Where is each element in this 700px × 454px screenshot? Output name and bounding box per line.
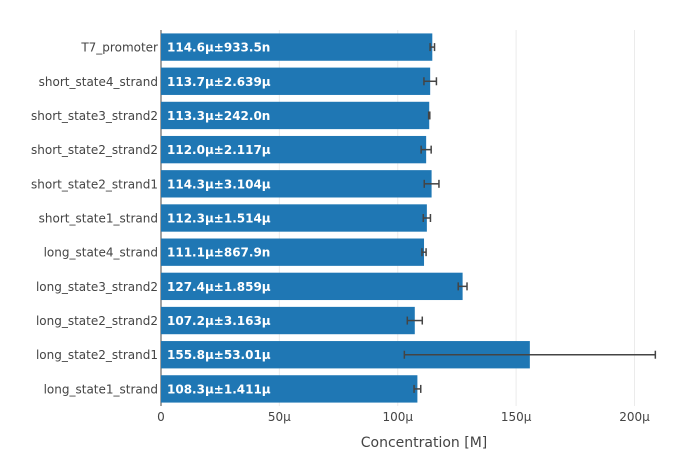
- bar: [161, 272, 463, 301]
- y-tick-label: long_state2_strand2: [36, 314, 158, 328]
- y-tick-label: long_state2_strand1: [36, 348, 158, 362]
- data-label: 113.3µ±242.0n: [167, 109, 270, 123]
- bar: [161, 170, 432, 198]
- y-tick-label: T7_promoter: [80, 41, 158, 55]
- data-label: 107.2µ±3.163µ: [167, 314, 271, 328]
- y-tick-label: short_state3_strand2: [31, 109, 158, 123]
- bar-layer: [161, 33, 530, 403]
- bar: [161, 67, 431, 95]
- data-label: 112.3µ±1.514µ: [167, 212, 271, 226]
- data-label-layer: 114.6µ±933.5n 113.7µ±2.639µ 113.3µ±242.0n 1…: [167, 41, 271, 397]
- bar: [161, 375, 418, 403]
- x-tick-label: 50µ: [268, 410, 291, 424]
- bar: [161, 101, 430, 130]
- x-tick-label: 0: [157, 410, 165, 424]
- bar: [161, 238, 425, 266]
- bar: [161, 135, 427, 164]
- y-tick-label: short_state2_strand1: [31, 177, 158, 191]
- x-tick-label: 200µ: [619, 410, 650, 424]
- x-tick-label: 100µ: [382, 410, 413, 424]
- data-label: 127.4µ±1.859µ: [167, 280, 271, 294]
- y-tick-label: long_state4_strand: [44, 246, 158, 260]
- y-tick-label: long_state3_strand2: [36, 280, 158, 294]
- y-axis: T7_promoter short_state4_strand short_stat…: [31, 41, 158, 397]
- x-tick-label: 150µ: [501, 410, 532, 424]
- data-label: 111.1µ±867.9n: [167, 246, 270, 260]
- x-axis-title: Concentration [M]: [361, 435, 488, 450]
- data-label: 155.8µ±53.01µ: [167, 348, 271, 362]
- x-axis: 0 50µ 100µ 150µ 200µ: [157, 410, 650, 424]
- error-bar-layer: [403, 43, 657, 393]
- bar: [161, 306, 415, 335]
- y-tick-label: short_state2_strand2: [31, 143, 158, 157]
- data-label: 114.3µ±3.104µ: [167, 177, 271, 191]
- bar: [161, 33, 433, 61]
- bar: [161, 204, 427, 232]
- data-label: 108.3µ±1.411µ: [167, 382, 271, 396]
- data-label: 112.0µ±2.117µ: [167, 143, 271, 157]
- y-tick-label: long_state1_strand: [44, 382, 158, 396]
- data-label: 114.6µ±933.5n: [167, 41, 270, 55]
- y-tick-label: short_state4_strand: [39, 75, 158, 89]
- y-tick-label: short_state1_strand: [39, 212, 158, 226]
- data-label: 113.7µ±2.639µ: [167, 75, 271, 89]
